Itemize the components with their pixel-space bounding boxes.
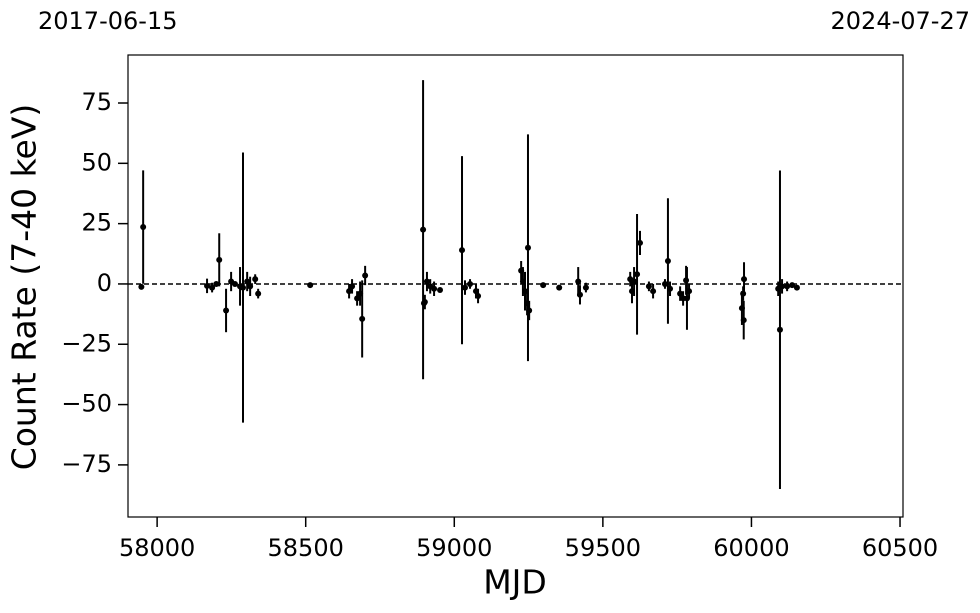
data-point bbox=[741, 276, 748, 283]
x-tick-label: 58500 bbox=[268, 534, 344, 562]
data-point bbox=[576, 291, 583, 298]
x-tick-label: 60000 bbox=[713, 534, 789, 562]
top-left-date: 2017-06-15 bbox=[38, 7, 177, 35]
plot-frame bbox=[127, 54, 904, 518]
data-point bbox=[789, 282, 796, 289]
data-point bbox=[664, 258, 671, 265]
y-axis-label: Count Rate (7-40 keV) bbox=[5, 104, 44, 471]
data-point bbox=[667, 285, 674, 292]
data-point bbox=[437, 286, 444, 293]
data-point bbox=[204, 282, 211, 289]
data-point bbox=[467, 280, 474, 287]
y-tick-label: 25 bbox=[81, 209, 112, 237]
data-point bbox=[349, 283, 356, 290]
data-point bbox=[784, 283, 791, 290]
x-tick-label: 58000 bbox=[119, 534, 195, 562]
data-point bbox=[213, 280, 220, 287]
data-point bbox=[650, 288, 657, 295]
data-point bbox=[634, 271, 641, 278]
data-point bbox=[637, 239, 644, 246]
data-point bbox=[793, 284, 800, 291]
top-right-date: 2024-07-27 bbox=[831, 7, 970, 35]
data-point bbox=[307, 282, 314, 289]
data-point bbox=[475, 293, 482, 300]
data-point bbox=[244, 278, 251, 285]
data-point bbox=[362, 272, 369, 279]
data-point bbox=[359, 315, 366, 322]
data-point bbox=[779, 283, 786, 290]
data-point bbox=[223, 307, 230, 314]
data-point bbox=[740, 317, 747, 324]
data-point bbox=[423, 278, 430, 285]
data-point bbox=[247, 283, 254, 290]
data-point bbox=[556, 284, 563, 291]
data-point bbox=[255, 290, 262, 297]
data-point bbox=[459, 247, 466, 254]
data-point bbox=[645, 283, 652, 290]
data-point bbox=[216, 256, 223, 263]
y-tick-label: 0 bbox=[97, 269, 112, 297]
y-tick-label: −25 bbox=[61, 329, 112, 357]
data-point bbox=[209, 284, 216, 291]
x-axis-label: MJD bbox=[483, 563, 547, 602]
y-tick-label: 75 bbox=[81, 88, 112, 116]
data-point bbox=[677, 290, 684, 297]
data-point bbox=[526, 307, 533, 314]
data-point bbox=[540, 282, 547, 289]
data-point bbox=[661, 280, 668, 287]
data-point bbox=[420, 226, 427, 233]
data-point bbox=[524, 244, 531, 251]
data-point bbox=[575, 278, 582, 285]
y-tick-label: 50 bbox=[81, 148, 112, 176]
data-point bbox=[431, 285, 438, 292]
x-tick-label: 59500 bbox=[565, 534, 641, 562]
data-point bbox=[140, 224, 147, 231]
x-tick-label: 59000 bbox=[416, 534, 492, 562]
data-point bbox=[421, 299, 428, 306]
data-point bbox=[582, 284, 589, 291]
data-point bbox=[776, 326, 783, 333]
data-point bbox=[240, 284, 247, 291]
data-point bbox=[354, 295, 361, 302]
data-point bbox=[631, 278, 638, 285]
x-tick-label: 60500 bbox=[862, 534, 938, 562]
data-point bbox=[138, 283, 145, 290]
y-tick-label: −50 bbox=[61, 390, 112, 418]
data-point bbox=[461, 284, 468, 291]
data-point bbox=[346, 288, 353, 295]
data-point bbox=[686, 288, 693, 295]
data-point bbox=[231, 280, 238, 287]
y-tick-label: −75 bbox=[61, 450, 112, 478]
data-point bbox=[252, 276, 259, 283]
